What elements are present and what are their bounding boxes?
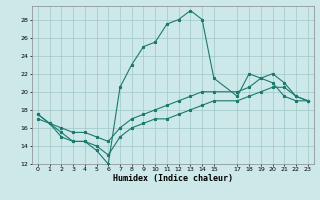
X-axis label: Humidex (Indice chaleur): Humidex (Indice chaleur) [113,174,233,183]
